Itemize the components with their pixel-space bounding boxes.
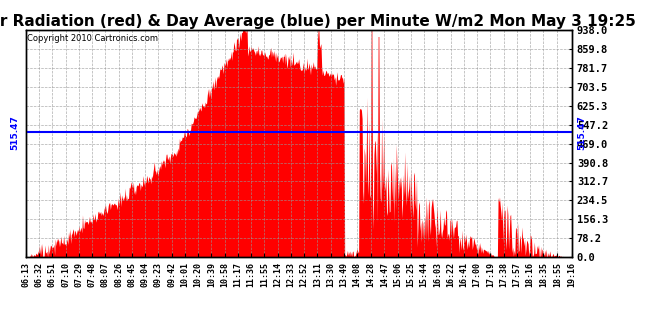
- Text: 515.47: 515.47: [10, 115, 20, 150]
- Text: 515.47: 515.47: [577, 115, 586, 150]
- Title: Solar Radiation (red) & Day Average (blue) per Minute W/m2 Mon May 3 19:25: Solar Radiation (red) & Day Average (blu…: [0, 14, 636, 28]
- Text: Copyright 2010 Cartronics.com: Copyright 2010 Cartronics.com: [27, 34, 157, 43]
